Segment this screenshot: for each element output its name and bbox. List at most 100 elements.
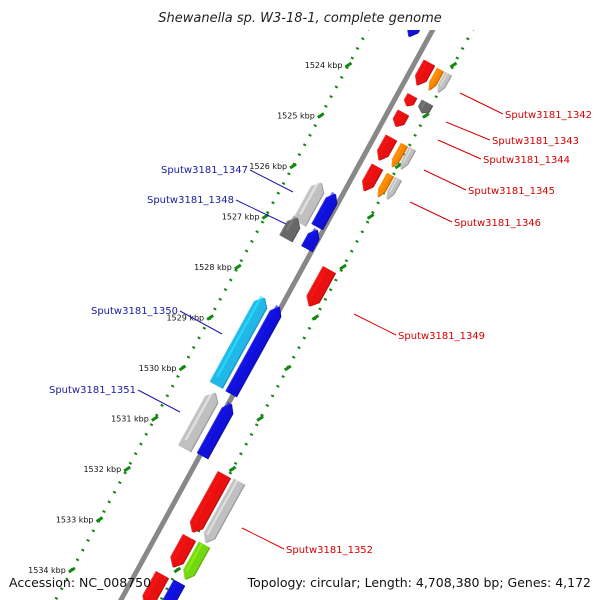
label-leader-line (437, 139, 482, 160)
gene-1352-gray (203, 478, 246, 544)
gene-label: Sputw3181_1350 (91, 306, 178, 317)
gene-1352-red-highlight (192, 472, 223, 525)
gene-1342-red (415, 59, 436, 86)
gene-label: Sputw3181_1351 (49, 385, 136, 396)
gene-1346-red (362, 163, 384, 192)
backbone-layer (53, 0, 491, 600)
gene-1349-red-highlight (309, 267, 328, 299)
map-title: Shewanella sp. W3-18-1, complete genome (158, 11, 441, 26)
gene-1351-gray (177, 390, 219, 453)
gene-bottom-red-2 (142, 571, 170, 600)
gene-1345-orange-highlight (394, 143, 404, 161)
feature-layer (142, 0, 453, 600)
gene-1348-gray (279, 215, 301, 243)
label-leader-line (137, 389, 181, 413)
tick-mark-left (178, 364, 187, 372)
gene-label: Sputw3181_1349 (398, 331, 485, 342)
tick-mark-right (339, 263, 347, 271)
tick-label: 1534 kbp (28, 566, 66, 575)
gene-1348-blue (301, 227, 320, 253)
gene-1342-gray-highlight (439, 72, 448, 86)
tick-mark-right (422, 112, 430, 119)
gene-label: Sputw3181_1352 (286, 545, 373, 556)
gene-1349-red-body (306, 266, 336, 307)
gene-bottom-blue-highlight (165, 580, 179, 600)
gene-label: Sputw3181_1346 (454, 218, 541, 229)
gene-1346-red-body (362, 163, 383, 191)
gene-1350-cyan-highlight (215, 295, 263, 378)
gene-bottom-red-2-highlight (144, 572, 161, 599)
tick-label: 1528 kbp (194, 263, 232, 272)
gene-1343-gray-highlight (420, 100, 427, 109)
gene-label: Sputw3181_1345 (468, 186, 555, 197)
gene-1350-cyan (209, 295, 268, 389)
gene-1347-blue (311, 191, 338, 231)
tick-mark-left (344, 61, 353, 69)
tick-mark-right (256, 415, 265, 422)
label-leader-line (179, 310, 223, 335)
tick-mark-right (311, 314, 320, 321)
label-layer: Sputw3181_1342 Sputw3181_1343 Sputw3181_13… (49, 92, 592, 556)
tick-mark-right (394, 162, 403, 170)
gene-1349-red (306, 266, 337, 307)
gene-label: Sputw3181_1344 (483, 155, 570, 166)
gene-1347-blue-highlight (317, 191, 335, 220)
gene-1348-gray-body (279, 217, 300, 242)
gene-1342-orange (428, 67, 445, 91)
gene-1344-small-red-highlight (395, 110, 403, 122)
gene-1352-red (189, 471, 232, 533)
gene-1351-blue (196, 401, 234, 460)
tick-mark-left (95, 516, 104, 523)
label-leader-line (353, 313, 397, 336)
title-backdrop (0, 0, 600, 30)
gene-1344-red-body (377, 134, 397, 161)
tick-mark-left (123, 465, 132, 473)
gene-1350-blue-highlight (231, 304, 279, 387)
tick-label: 1532 kbp (83, 465, 121, 474)
gene-1344-small-red (392, 109, 410, 127)
tick-label: 1529 kbp (166, 314, 204, 323)
label-leader-line (423, 169, 467, 191)
gene-1347-gray-body (292, 182, 324, 227)
gene-1343-gray (417, 99, 434, 114)
gene-1342-red-body (415, 59, 435, 86)
gene-1345-orange (391, 142, 409, 168)
gene-1348-blue-highlight (307, 227, 317, 242)
gene-label: Sputw3181_1347 (161, 165, 248, 176)
gene-bottom-blue (163, 579, 186, 600)
tick-mark-right (173, 566, 182, 574)
gene-1342-orange-body (428, 67, 443, 91)
gene-1344-small-red-body (392, 109, 409, 127)
gene-1348-blue-body (301, 229, 319, 252)
gene-1350-blue (225, 304, 282, 398)
genome-summary-text: Topology: circular; Length: 4,708,380 bp… (247, 575, 591, 590)
tick-mark-right (366, 213, 375, 220)
gene-1352-gray-highlight (206, 479, 239, 536)
gene-1345-orange-body (391, 142, 407, 168)
gene-1345-gray (400, 146, 417, 170)
gene-1346-gray-body (386, 176, 401, 200)
label-leader-line (445, 121, 491, 141)
tick-mark-left (68, 566, 76, 574)
gene-1342-orange-highlight (431, 68, 440, 84)
backbone-line (118, 0, 452, 600)
tick-label: 1530 kbp (139, 364, 177, 373)
gene-1348-gray-highlight (285, 215, 296, 231)
gene-bottom-red-body (170, 534, 196, 568)
gene-1346-red-highlight (364, 164, 377, 184)
tick-label: 1524 kbp (305, 61, 343, 70)
gene-1342-gray (437, 71, 453, 94)
gene-bottom-lime-highlight (185, 542, 204, 572)
gene-1346-gray-highlight (389, 177, 398, 193)
tick-label: 1527 kbp (222, 213, 260, 222)
gene-1352-red-body (189, 471, 231, 533)
tick-mark-left (316, 112, 325, 119)
label-leader-line (241, 527, 285, 550)
tick-mark-left (206, 314, 214, 321)
tick-label: 1533 kbp (56, 516, 94, 525)
label-leader-line (459, 92, 504, 115)
accession-text: Accession: NC_008750 (9, 575, 152, 590)
